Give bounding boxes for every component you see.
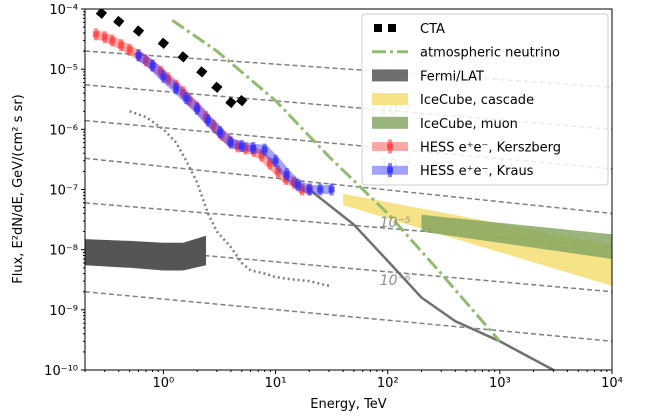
hess-kraus-point bbox=[217, 129, 224, 136]
hess-kraus-point bbox=[250, 144, 257, 151]
hess-kraus-point bbox=[149, 62, 156, 69]
hess-kerszberg-point bbox=[143, 57, 150, 64]
y-tick-label: 10⁻¹⁰ bbox=[44, 364, 78, 379]
reference-line-label: 10⁻⁶ bbox=[380, 273, 411, 289]
legend-entry-label: atmospheric neutrino bbox=[420, 46, 560, 61]
hess-kerszberg-point bbox=[101, 34, 108, 41]
hess-kraus-point bbox=[183, 95, 190, 102]
cta-point bbox=[225, 96, 237, 109]
legend-cta-swatch bbox=[374, 24, 382, 32]
hess-kraus-point bbox=[272, 157, 279, 164]
cta-point bbox=[177, 51, 189, 63]
hess-kerszberg-point bbox=[298, 186, 305, 193]
legend-entry-label: HESS e⁺e⁻, Kerszberg bbox=[420, 141, 561, 156]
dotted-grey-curve bbox=[129, 110, 330, 288]
hess-kraus-point bbox=[238, 142, 245, 149]
legend-hess-point bbox=[387, 143, 393, 150]
cta-point bbox=[211, 81, 223, 93]
hess-kraus-point bbox=[294, 181, 301, 188]
icecube-muon-band bbox=[421, 214, 612, 259]
hess-kerszberg-point bbox=[180, 89, 187, 96]
y-tick-label: 10⁻⁴ bbox=[49, 3, 78, 18]
hess-kraus-point bbox=[317, 186, 324, 193]
reference-line-label: 10⁻⁵ bbox=[380, 215, 411, 231]
y-tick-label: 10⁻⁶ bbox=[49, 123, 78, 138]
cta-point bbox=[113, 15, 125, 28]
legend-entry-label: Fermi/LAT bbox=[420, 69, 484, 84]
hess-kraus-point bbox=[306, 186, 313, 193]
legend-entry-label: IceCube, muon bbox=[420, 117, 518, 132]
hess-kerszberg-point bbox=[258, 152, 265, 159]
hess-kerszberg-point bbox=[274, 168, 281, 175]
cta-point bbox=[157, 37, 170, 49]
fermi-lat-band bbox=[85, 235, 206, 271]
hess-kerszberg-point bbox=[126, 46, 133, 53]
x-axis-label: Energy, TeV bbox=[310, 397, 387, 412]
cta-point bbox=[196, 66, 208, 78]
legend-entry-label: HESS e⁺e⁻, Kraus bbox=[420, 164, 534, 179]
x-tick-label: 10¹ bbox=[265, 376, 287, 391]
hess-kraus-point bbox=[194, 105, 201, 112]
icecube-cascade-band bbox=[343, 193, 612, 286]
hess-kraus-point bbox=[205, 117, 212, 124]
hess-kraus-band bbox=[135, 51, 332, 194]
hess-kraus-point bbox=[160, 73, 167, 80]
hess-kraus-point bbox=[135, 52, 142, 59]
plot-area: 10⁻³10⁻⁴10⁻⁵10⁻⁶ bbox=[85, 9, 612, 370]
legend-band-swatch bbox=[372, 69, 408, 82]
legend: CTA atmospheric neutrino Fermi/LAT IceCube,… bbox=[361, 13, 609, 186]
x-tick-label: 10⁴ bbox=[601, 376, 623, 391]
legend-band-swatch bbox=[372, 93, 408, 106]
y-tick-label: 10⁻⁹ bbox=[49, 304, 78, 319]
legend-entry-label: CTA bbox=[420, 22, 445, 37]
legend-band-swatch bbox=[372, 116, 408, 129]
hess-kraus-point bbox=[227, 139, 234, 146]
legend-hess-point bbox=[387, 167, 393, 174]
hess-kraus-point bbox=[173, 85, 180, 92]
reference-line bbox=[85, 157, 612, 215]
y-tick-label: 10⁻⁸ bbox=[49, 244, 78, 259]
hess-kerszberg-band bbox=[94, 30, 310, 194]
cta-point bbox=[95, 9, 108, 19]
hess-kerszberg-point bbox=[234, 143, 241, 150]
hess-kerszberg-point bbox=[157, 68, 164, 75]
x-tick-label: 10² bbox=[377, 376, 399, 391]
hess-kerszberg-point bbox=[290, 179, 297, 186]
hess-kerszberg-point bbox=[165, 75, 172, 82]
hess-kerszberg-point bbox=[210, 122, 217, 129]
cta-point bbox=[236, 94, 248, 107]
hess-kraus-point bbox=[261, 146, 268, 153]
cta-point bbox=[132, 25, 145, 37]
hess-kraus-point bbox=[328, 186, 335, 193]
legend-cta-swatch bbox=[388, 24, 396, 32]
y-tick-label: 10⁻⁵ bbox=[49, 63, 78, 78]
atmospheric-neutrino-line bbox=[171, 19, 501, 343]
hess-kraus-point bbox=[283, 171, 290, 178]
hess-kerszberg-point bbox=[92, 31, 99, 38]
hess-kerszberg-point bbox=[118, 42, 125, 49]
solid-grey-curve bbox=[308, 188, 557, 370]
hess-kerszberg-point bbox=[242, 145, 249, 152]
hess-kerszberg-point bbox=[109, 37, 116, 44]
axes: 10⁰ 10¹ 10² 10³ 10⁴ 10⁻¹⁰ 10⁻⁹ 10⁻⁸ 10⁻⁷ 10⁻⁶ 10⁻⁵… bbox=[44, 3, 623, 391]
hess-kerszberg-point bbox=[266, 160, 273, 167]
y-tick-label: 10⁻⁷ bbox=[49, 184, 78, 199]
x-tick-label: 10⁰ bbox=[153, 376, 175, 391]
legend-box bbox=[361, 13, 609, 186]
legend-entry-label: IceCube, cascade bbox=[420, 93, 534, 108]
x-tick-label: 10³ bbox=[489, 376, 511, 391]
reference-line bbox=[85, 290, 612, 343]
y-axis-label: Flux, E²dN/dE, GeV/(cm² s sr) bbox=[11, 94, 26, 283]
